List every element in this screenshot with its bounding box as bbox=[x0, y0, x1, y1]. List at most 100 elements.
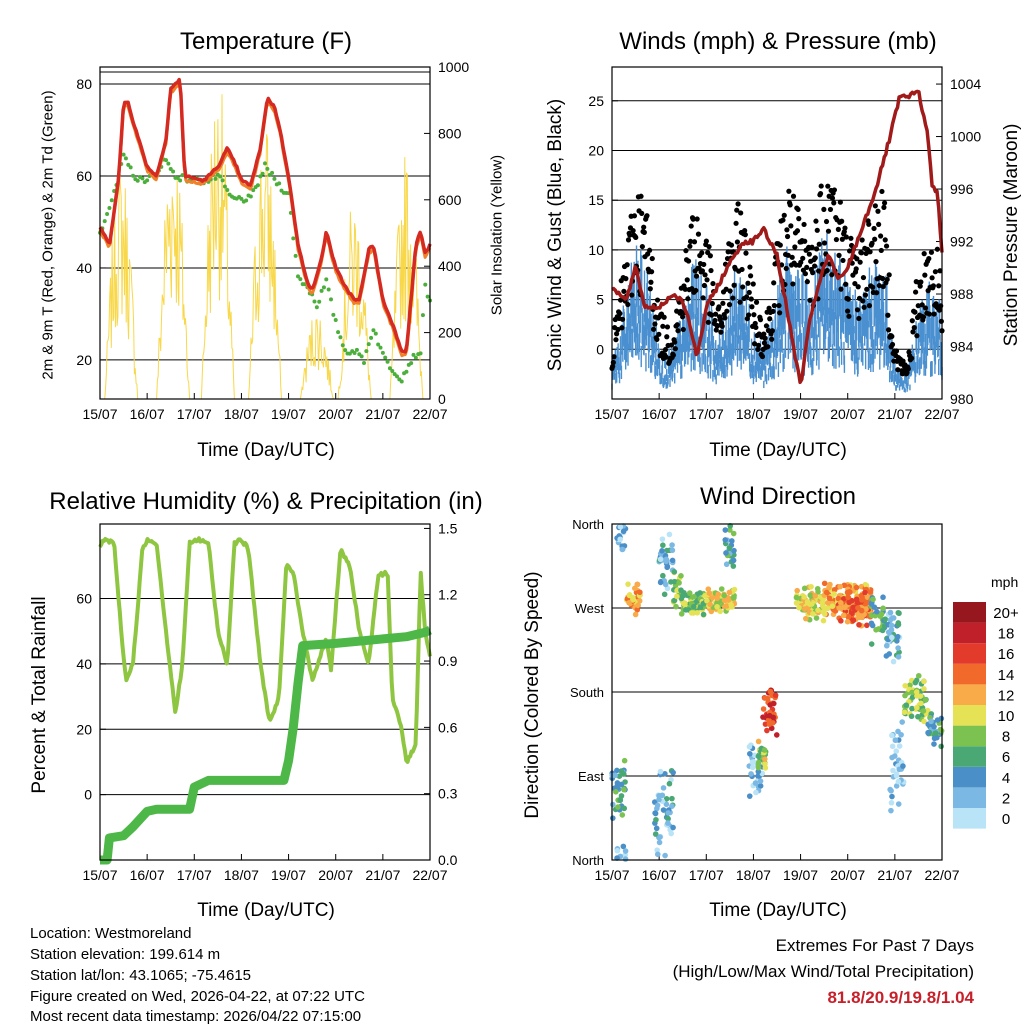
wind-direction-point bbox=[746, 743, 753, 750]
gust-point bbox=[880, 283, 886, 290]
legend-swatch bbox=[953, 705, 986, 726]
gust-point bbox=[662, 347, 669, 353]
dewpoint-point bbox=[225, 188, 230, 193]
gust-point bbox=[845, 308, 851, 314]
dewpoint-point bbox=[218, 174, 223, 179]
dewpoint-point bbox=[390, 368, 395, 373]
plot-frame bbox=[611, 66, 943, 400]
gust-point bbox=[687, 243, 693, 249]
gust-point bbox=[938, 318, 944, 324]
gust-point bbox=[727, 288, 733, 294]
winds-ylabel: Sonic Wind & Gust (Blue, Black) bbox=[545, 98, 566, 372]
wind-direction-point bbox=[676, 580, 682, 586]
wind-direction-point bbox=[660, 785, 667, 791]
wind-direction-point bbox=[632, 585, 638, 592]
wind-direction-point bbox=[723, 603, 730, 609]
wind-direction-point bbox=[890, 615, 897, 621]
y-tick-label: 40 bbox=[76, 260, 92, 276]
gust-point bbox=[930, 283, 937, 289]
wind-direction-point bbox=[766, 712, 773, 719]
wind-direction-point bbox=[913, 689, 920, 695]
y-tick-label: 15 bbox=[588, 192, 604, 208]
dewpoint-point bbox=[321, 285, 326, 290]
wind-direction-point bbox=[842, 604, 848, 611]
wind-direction-point bbox=[718, 586, 725, 592]
gust-point bbox=[810, 270, 816, 276]
gust-point bbox=[701, 282, 708, 289]
gust-point bbox=[625, 301, 631, 308]
dewpoint-point bbox=[338, 335, 343, 340]
gust-point bbox=[816, 241, 822, 247]
gust-point bbox=[693, 273, 700, 279]
gust-point bbox=[792, 244, 798, 250]
dewpoint-point bbox=[168, 166, 173, 171]
gust-point bbox=[722, 315, 728, 321]
plot-frame bbox=[99, 523, 431, 861]
x-tick-label: 22/07 bbox=[924, 406, 959, 422]
dewpoint-point bbox=[331, 312, 336, 317]
gust-point bbox=[670, 352, 676, 358]
wind-direction-point bbox=[836, 605, 842, 611]
gust-point bbox=[781, 212, 787, 218]
x-tick-label: 16/07 bbox=[642, 406, 677, 422]
station-latlon: Station lat/lon: 43.1065; -75.4615 bbox=[30, 967, 252, 984]
wind-direction-point bbox=[663, 556, 670, 563]
y-tick-label: 5 bbox=[596, 292, 604, 308]
dewpoint-point bbox=[340, 343, 345, 348]
dewpoint-point bbox=[105, 212, 110, 217]
wind-direction-point bbox=[669, 795, 675, 802]
plot-frame bbox=[611, 523, 943, 861]
y2-tick-label: 980 bbox=[950, 391, 974, 407]
dewpoint-point bbox=[171, 169, 176, 174]
wind-direction-point bbox=[863, 606, 869, 612]
x-tick-label: 20/07 bbox=[318, 867, 353, 883]
gust-point bbox=[831, 187, 838, 193]
wind-direction-point bbox=[908, 713, 915, 720]
gust-point bbox=[720, 300, 726, 306]
wind-direction-point bbox=[844, 589, 851, 596]
wind-direction-point bbox=[621, 786, 627, 793]
dewpoint-point bbox=[413, 355, 418, 360]
x-tick-label: 16/07 bbox=[130, 867, 165, 883]
gust-point bbox=[765, 344, 771, 350]
gust-point bbox=[748, 273, 754, 279]
gust-point bbox=[917, 283, 923, 289]
legend-label: 0 bbox=[1002, 811, 1010, 828]
wind-direction-point bbox=[874, 608, 880, 615]
gust-point bbox=[885, 327, 892, 333]
wind-direction-point bbox=[813, 615, 820, 621]
gust-point bbox=[648, 279, 654, 285]
wind-direction-point bbox=[755, 764, 762, 771]
x-tick-label: 17/07 bbox=[689, 406, 724, 422]
wind-direction-point bbox=[760, 706, 767, 712]
wind-direction-point bbox=[653, 816, 659, 823]
wind-direction-point bbox=[686, 590, 693, 596]
dewpoint-point bbox=[121, 152, 126, 157]
wind-direction-point bbox=[903, 702, 910, 708]
x-tick-label: 16/07 bbox=[130, 406, 165, 422]
gust-point bbox=[905, 366, 911, 372]
wind-direction-point bbox=[925, 729, 931, 736]
dewpoint-point bbox=[131, 173, 135, 178]
x-tick-label: 21/07 bbox=[365, 867, 400, 883]
gust-point bbox=[751, 341, 758, 347]
gust-point bbox=[880, 275, 886, 282]
gust-point bbox=[858, 250, 865, 256]
wind-direction-point bbox=[670, 824, 676, 831]
wind-direction-point bbox=[632, 611, 639, 618]
x-tick-label: 17/07 bbox=[177, 867, 212, 883]
x-tick-label: 18/07 bbox=[736, 867, 771, 883]
gust-point bbox=[795, 206, 801, 213]
wind-direction-point bbox=[755, 738, 762, 745]
gust-point bbox=[672, 346, 678, 352]
wind-direction-point bbox=[659, 792, 666, 799]
wind-direction-point bbox=[750, 759, 756, 765]
gust-point bbox=[751, 312, 757, 318]
gust-point bbox=[918, 279, 924, 285]
gust-point bbox=[798, 259, 804, 265]
wind-direction-point bbox=[662, 852, 668, 859]
gust-point bbox=[730, 295, 736, 301]
wind-direction-point bbox=[886, 651, 893, 657]
